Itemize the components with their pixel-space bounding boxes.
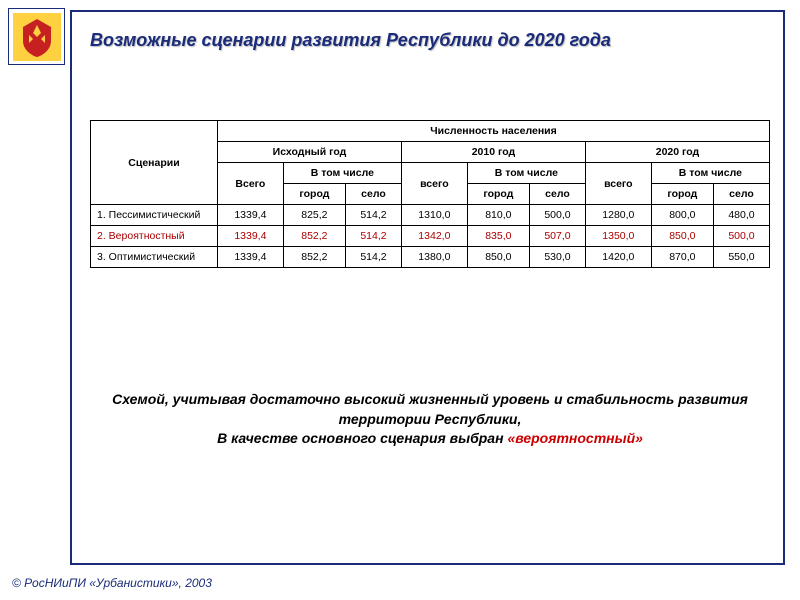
cell-value: 1420,0 bbox=[585, 247, 651, 268]
cell-value: 514,2 bbox=[346, 247, 402, 268]
footer-copyright: © РосНИиПИ «Урбанистики», 2003 bbox=[12, 576, 212, 590]
cell-value: 835,0 bbox=[467, 226, 529, 247]
th-village-base: село bbox=[346, 184, 402, 205]
cell-value: 1339,4 bbox=[218, 226, 284, 247]
scenarios-table-wrap: Сценарии Численность населения Исходный … bbox=[90, 120, 770, 268]
th-2010: 2010 год bbox=[401, 142, 585, 163]
cell-value: 1339,4 bbox=[218, 247, 284, 268]
cell-value: 514,2 bbox=[346, 226, 402, 247]
cell-value: 1280,0 bbox=[585, 205, 651, 226]
th-total-2010: всего bbox=[401, 163, 467, 205]
th-total-base: Всего bbox=[218, 163, 284, 205]
cell-value: 1310,0 bbox=[401, 205, 467, 226]
th-city-2010: город bbox=[467, 184, 529, 205]
cell-value: 480,0 bbox=[713, 205, 769, 226]
conclusion-text: Схемой, учитывая достаточно высокий жизн… bbox=[100, 390, 760, 449]
conclusion-line2-pre: В качестве основного сценария выбран bbox=[217, 430, 507, 446]
cell-value: 550,0 bbox=[713, 247, 769, 268]
scenario-name: 3. Оптимистический bbox=[91, 247, 218, 268]
cell-value: 500,0 bbox=[713, 226, 769, 247]
cell-value: 1342,0 bbox=[401, 226, 467, 247]
th-including-2010: В том числе bbox=[467, 163, 585, 184]
th-city-2020: город bbox=[651, 184, 713, 205]
content-frame bbox=[70, 10, 785, 565]
cell-value: 825,2 bbox=[283, 205, 345, 226]
cell-value: 850,0 bbox=[467, 247, 529, 268]
th-village-2010: село bbox=[529, 184, 585, 205]
scenarios-table: Сценарии Численность населения Исходный … bbox=[90, 120, 770, 268]
cell-value: 810,0 bbox=[467, 205, 529, 226]
cell-value: 1339,4 bbox=[218, 205, 284, 226]
th-2020: 2020 год bbox=[585, 142, 769, 163]
th-city-base: город bbox=[283, 184, 345, 205]
conclusion-emphasis: «вероятностный» bbox=[507, 430, 642, 446]
scenario-name: 1. Пессимистический bbox=[91, 205, 218, 226]
scenario-name: 2. Вероятностный bbox=[91, 226, 218, 247]
th-village-2020: село bbox=[713, 184, 769, 205]
cell-value: 1350,0 bbox=[585, 226, 651, 247]
cell-value: 800,0 bbox=[651, 205, 713, 226]
conclusion-line1: Схемой, учитывая достаточно высокий жизн… bbox=[100, 390, 760, 429]
th-including-base: В том числе bbox=[283, 163, 401, 184]
page-title: Возможные сценарии развития Республики д… bbox=[90, 30, 775, 51]
table-row: 1. Пессимистический1339,4825,2514,21310,… bbox=[91, 205, 770, 226]
th-base-year: Исходный год bbox=[218, 142, 402, 163]
cell-value: 1380,0 bbox=[401, 247, 467, 268]
cell-value: 870,0 bbox=[651, 247, 713, 268]
th-including-2020: В том числе bbox=[651, 163, 769, 184]
emblem-box bbox=[8, 8, 65, 65]
cell-value: 850,0 bbox=[651, 226, 713, 247]
th-scenarios: Сценарии bbox=[91, 121, 218, 205]
cell-value: 500,0 bbox=[529, 205, 585, 226]
cell-value: 507,0 bbox=[529, 226, 585, 247]
coat-of-arms-icon bbox=[13, 13, 61, 61]
cell-value: 852,2 bbox=[283, 226, 345, 247]
cell-value: 852,2 bbox=[283, 247, 345, 268]
cell-value: 514,2 bbox=[346, 205, 402, 226]
cell-value: 530,0 bbox=[529, 247, 585, 268]
th-total-2020: всего bbox=[585, 163, 651, 205]
table-row: 2. Вероятностный1339,4852,2514,21342,083… bbox=[91, 226, 770, 247]
table-row: 3. Оптимистический1339,4852,2514,21380,0… bbox=[91, 247, 770, 268]
conclusion-line2: В качестве основного сценария выбран «ве… bbox=[100, 429, 760, 449]
th-population: Численность населения bbox=[218, 121, 770, 142]
